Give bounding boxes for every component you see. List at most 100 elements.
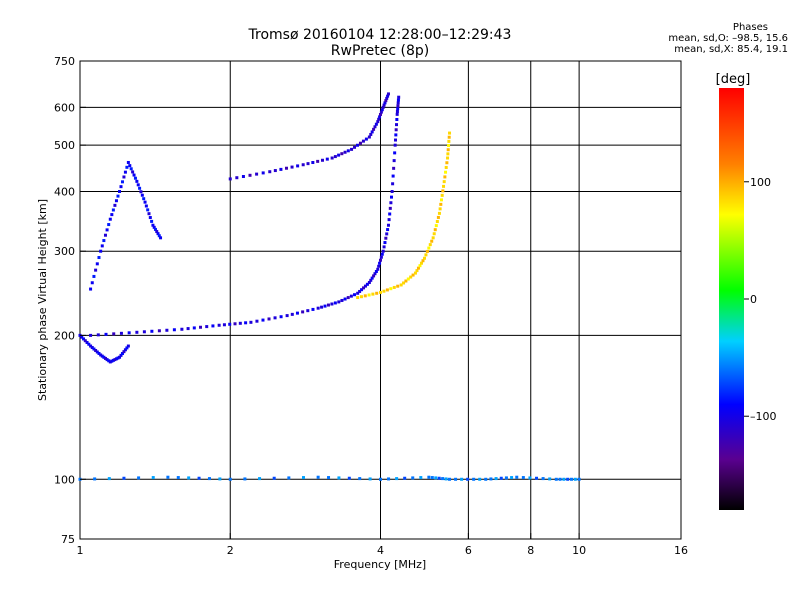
data-point: [151, 223, 155, 227]
data-point: [373, 272, 377, 276]
data-point: [562, 477, 566, 481]
data-point: [131, 170, 135, 174]
data-point: [150, 219, 154, 223]
data-point: [143, 200, 147, 204]
data-point: [325, 157, 329, 161]
data-point: [515, 475, 519, 479]
data-point: [381, 105, 385, 109]
data-point: [436, 215, 440, 219]
data-point: [364, 137, 368, 141]
data-point: [435, 220, 439, 224]
data-point: [374, 122, 378, 126]
data-point: [404, 279, 408, 283]
data-point: [382, 245, 386, 249]
data-point: [440, 193, 444, 197]
data-point: [122, 175, 126, 179]
data-point: [489, 477, 493, 481]
data-point: [566, 477, 570, 481]
data-point: [460, 477, 464, 481]
data-point: [337, 300, 341, 304]
data-point: [365, 282, 369, 286]
data-point: [432, 232, 436, 236]
data-point: [243, 477, 247, 481]
data-point: [430, 239, 434, 243]
data-point: [396, 284, 400, 288]
data-point: [347, 476, 351, 480]
data-point: [413, 271, 417, 275]
data-point: [445, 161, 449, 165]
data-point: [197, 476, 201, 480]
data-point: [337, 476, 341, 480]
data-point: [126, 344, 130, 348]
data-point: [103, 233, 107, 237]
data-point: [159, 236, 163, 240]
data-point: [359, 295, 363, 299]
data-point: [333, 301, 337, 305]
y-tick-label: 500: [54, 139, 75, 152]
data-point: [89, 333, 93, 337]
data-point: [360, 288, 364, 292]
data-point: [139, 190, 143, 194]
data-point: [217, 323, 221, 327]
data-point: [138, 186, 142, 190]
data-point: [116, 356, 120, 360]
axes: 1 2 4 6 8 10 16 75 100 200 300 400 500 600 750: [54, 55, 688, 557]
data-point: [521, 476, 525, 480]
data-point: [379, 290, 382, 294]
data-point: [385, 288, 389, 292]
data-point: [110, 359, 114, 363]
data-point: [301, 310, 305, 314]
y-axis-label: Stationary phase Virtual Height [km]: [36, 199, 49, 401]
data-point: [180, 327, 184, 331]
colorbar-tick-label: –100: [750, 410, 777, 423]
data-point: [127, 331, 131, 335]
data-point: [376, 120, 380, 124]
data-point: [442, 180, 446, 184]
data-point: [119, 331, 123, 335]
data-point: [441, 477, 445, 481]
data-point: [358, 141, 362, 145]
data-point: [371, 292, 375, 296]
data-point: [424, 253, 428, 257]
data-point: [333, 155, 337, 159]
data-point: [570, 477, 574, 481]
data-point: [340, 298, 344, 302]
data-point: [211, 324, 215, 328]
data-point: [330, 156, 334, 160]
data-point: [384, 236, 388, 240]
y-tick-label: 600: [54, 101, 75, 114]
data-point: [392, 166, 396, 170]
data-point: [150, 329, 154, 333]
data-point: [311, 161, 315, 165]
data-point: [233, 322, 237, 326]
data-point: [218, 477, 222, 481]
data-point: [89, 287, 93, 291]
data-point: [443, 175, 447, 179]
data-point: [93, 477, 97, 481]
data-point: [105, 228, 109, 232]
data-point: [316, 475, 320, 479]
data-point: [228, 322, 232, 326]
data-point: [272, 476, 276, 480]
data-point: [378, 112, 382, 116]
colorbar-ticks: 100 0 –100: [744, 176, 777, 423]
x-tick-label: 2: [227, 544, 234, 557]
data-point: [396, 107, 400, 111]
data-point: [100, 354, 104, 358]
data-point: [478, 477, 482, 481]
data-point: [434, 476, 438, 480]
data-point: [573, 477, 577, 481]
data-point: [249, 320, 253, 324]
data-point: [535, 476, 539, 480]
data-point: [110, 213, 114, 217]
data-point: [123, 170, 127, 174]
data-point: [107, 477, 111, 481]
data-point: [439, 198, 443, 202]
data-point: [228, 177, 232, 181]
data-point: [165, 328, 169, 332]
data-point: [577, 477, 581, 481]
data-point: [386, 92, 390, 96]
data-point: [438, 207, 442, 211]
data-point: [395, 477, 399, 481]
data-point: [427, 246, 431, 250]
